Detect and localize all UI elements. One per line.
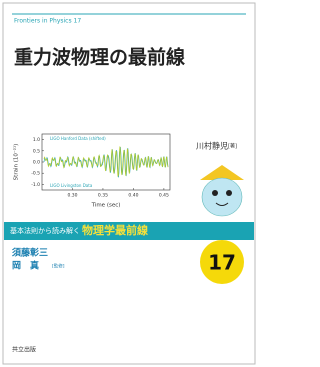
x-tick-label: 0.35 bbox=[98, 193, 108, 199]
x-tick-label: 0.30 bbox=[67, 193, 77, 199]
title: 重力波物理の最前線 bbox=[14, 46, 185, 69]
legend-entry: LIGO Livingston Data bbox=[50, 183, 93, 188]
mascot-body bbox=[202, 178, 242, 216]
series-label: Frontiers in Physics 17 bbox=[14, 18, 81, 25]
y-axis-label: Strain (10⁻²¹) bbox=[13, 144, 20, 181]
author: 川村静児 bbox=[196, 141, 228, 151]
x-tick-label: 0.40 bbox=[128, 193, 138, 199]
legend-entry: LIGO Hanford Data (shifted) bbox=[50, 136, 106, 141]
editor-role: [監修] bbox=[52, 263, 65, 270]
volume-number: 17 bbox=[208, 251, 236, 275]
mascot-eye bbox=[226, 190, 232, 196]
band-series: 物理学最前線 bbox=[82, 223, 148, 237]
author-role: [著] bbox=[228, 143, 237, 150]
publisher: 共立出版 bbox=[12, 346, 36, 354]
y-tick-label: 0.0 bbox=[33, 160, 40, 166]
y-tick-label: 1.0 bbox=[33, 137, 40, 143]
y-tick-label: 0.5 bbox=[33, 148, 40, 154]
editor: 岡 真 bbox=[12, 260, 39, 272]
mascot-eye bbox=[212, 190, 218, 196]
y-tick-label: -0.5 bbox=[31, 171, 40, 177]
book-cover: Frontiers in Physics 17 重力波物理の最前線 川村静児 [… bbox=[0, 0, 258, 367]
editor: 須藤彰三 bbox=[11, 247, 48, 259]
y-tick-label: -1.0 bbox=[31, 182, 40, 188]
band-lead: 基本法則から読み解く bbox=[10, 226, 80, 235]
x-axis-label: Time (sec) bbox=[91, 203, 121, 209]
x-tick-label: 0.45 bbox=[159, 193, 169, 199]
